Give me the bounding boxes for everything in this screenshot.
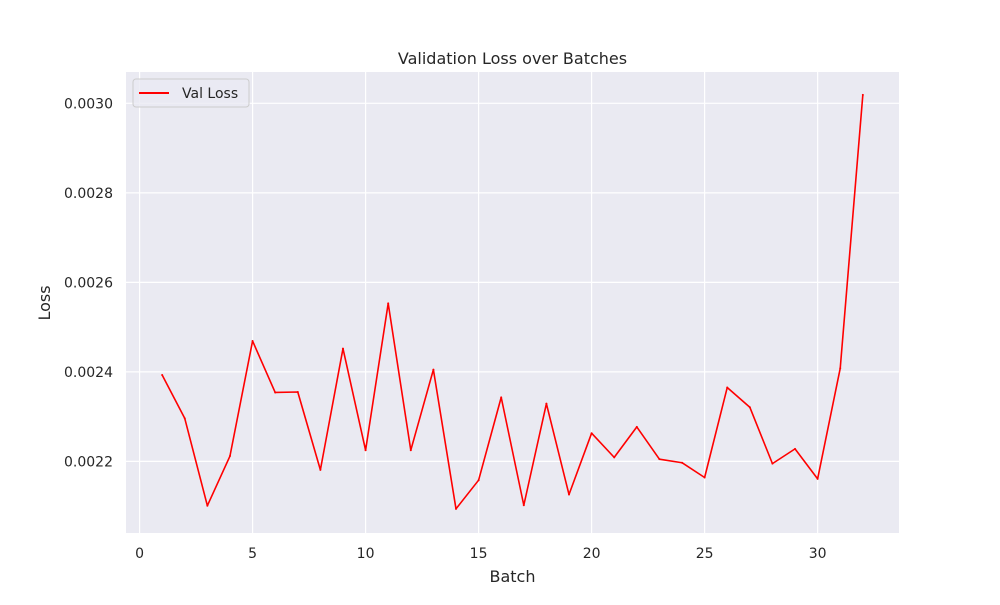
grid: [126, 72, 899, 533]
data-point: [387, 302, 390, 305]
data-point: [296, 391, 299, 394]
data-point: [409, 449, 412, 452]
data-point: [206, 504, 209, 507]
data-point: [568, 493, 571, 496]
data-point: [228, 455, 231, 458]
data-point: [545, 402, 548, 405]
data-point: [703, 476, 706, 479]
data-point: [454, 507, 457, 510]
plot-area: [126, 72, 899, 533]
x-tick-labels: 0 5 10 15 20 25 30: [135, 546, 826, 562]
y-tick-labels: 0.0022 0.0024 0.0026 0.0028 0.0030: [64, 96, 113, 470]
data-point: [861, 93, 864, 96]
y-tick-label: 0.0030: [64, 96, 113, 112]
x-tick-label: 0: [135, 546, 144, 562]
y-axis-label: Loss: [35, 285, 54, 320]
series-layer: [161, 93, 864, 510]
chart-title: Validation Loss over Batches: [398, 49, 627, 68]
y-tick-label: 0.0024: [64, 365, 113, 381]
data-point: [839, 367, 842, 370]
legend-label: Val Loss: [182, 86, 238, 102]
y-tick-label: 0.0022: [64, 454, 113, 470]
data-point: [274, 391, 277, 394]
x-tick-label: 5: [248, 546, 257, 562]
data-point: [183, 417, 186, 420]
x-axis-label: Batch: [490, 567, 536, 586]
series-line-val-loss: [161, 94, 864, 510]
data-point: [161, 374, 164, 377]
y-tick-label: 0.0028: [64, 186, 113, 202]
data-point: [477, 479, 480, 482]
data-point: [522, 504, 525, 507]
x-tick-label: 30: [809, 546, 827, 562]
data-point: [748, 406, 751, 409]
y-tick-label: 0.0026: [64, 275, 113, 291]
data-point: [590, 432, 593, 435]
data-point: [319, 468, 322, 471]
data-point: [613, 456, 616, 459]
data-point: [341, 347, 344, 350]
data-point: [364, 449, 367, 452]
data-point: [635, 425, 638, 428]
legend-box: [132, 78, 250, 108]
data-point: [771, 462, 774, 465]
x-tick-label: 15: [470, 546, 488, 562]
data-point: [658, 458, 661, 461]
data-point: [794, 447, 797, 450]
data-point: [500, 396, 503, 399]
data-point: [432, 368, 435, 371]
x-tick-label: 10: [357, 546, 375, 562]
data-point: [681, 461, 684, 464]
data-point: [726, 386, 729, 389]
data-point: [251, 339, 254, 342]
data-point: [816, 477, 819, 480]
x-tick-label: 25: [696, 546, 714, 562]
x-tick-label: 20: [583, 546, 601, 562]
legend: Val Loss: [132, 78, 250, 108]
